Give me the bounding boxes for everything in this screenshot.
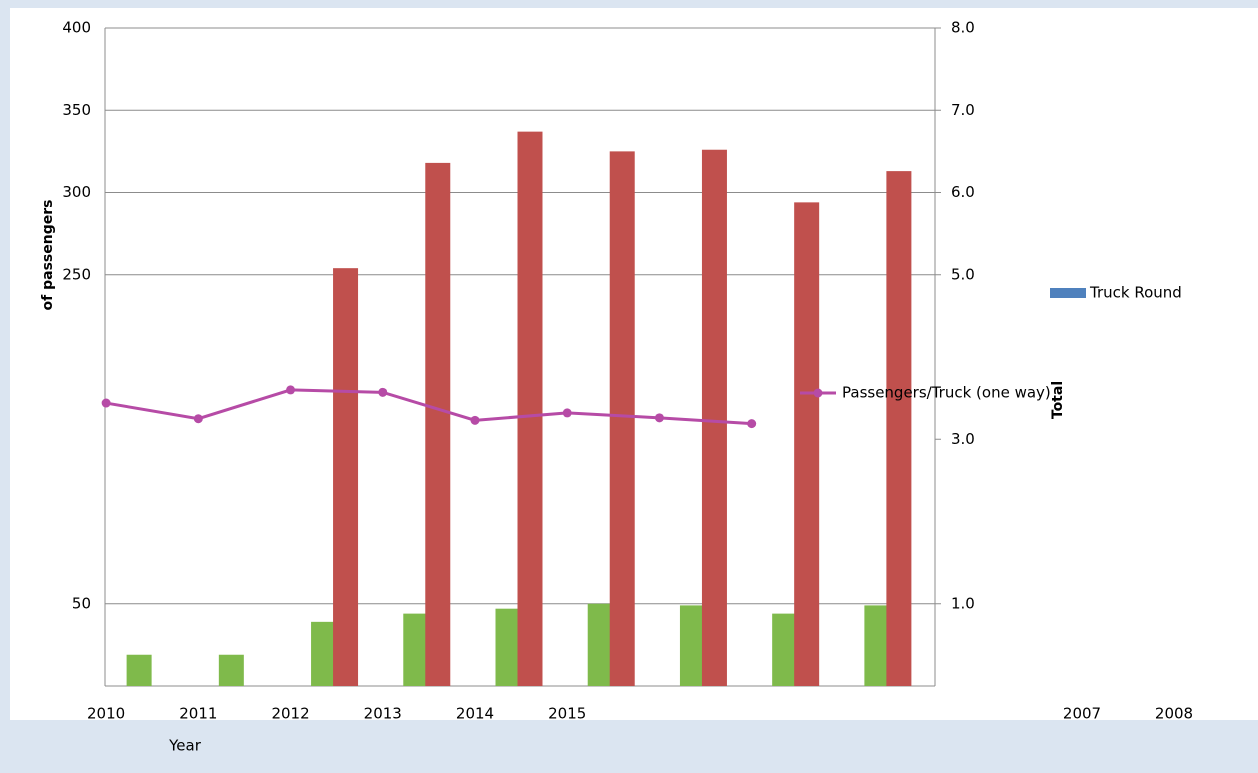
x-tick-label: 2010 bbox=[87, 705, 125, 723]
bar bbox=[311, 621, 337, 686]
y-tick-label: 400 bbox=[62, 19, 91, 37]
y2-tick-label: 7.0 bbox=[951, 101, 975, 119]
x-tick-label: 2011 bbox=[179, 705, 217, 723]
y2-tick-label: 3.0 bbox=[951, 430, 975, 448]
bar bbox=[517, 131, 543, 686]
y2-tick-label: 1.0 bbox=[951, 594, 975, 612]
bar bbox=[679, 605, 705, 686]
x-tick-label: 2015 bbox=[548, 705, 586, 723]
legend-swatch bbox=[813, 388, 823, 398]
x-tick-label: 2014 bbox=[456, 705, 494, 723]
y-tick-label: 50 bbox=[72, 594, 91, 612]
annotation: 2008 bbox=[1155, 705, 1193, 723]
bar bbox=[587, 603, 613, 686]
bar bbox=[886, 171, 912, 687]
y-tick-label: 350 bbox=[62, 101, 91, 119]
y2-tick-label: 5.0 bbox=[951, 265, 975, 283]
y-tick-label: 250 bbox=[62, 265, 91, 283]
y2-tick-label: 8.0 bbox=[951, 19, 975, 37]
bar bbox=[218, 654, 244, 686]
bar bbox=[425, 162, 451, 686]
x-tick-label: 2013 bbox=[364, 705, 402, 723]
bar bbox=[701, 149, 727, 687]
y-axis-title: of passengers bbox=[40, 200, 56, 311]
annotation: 2007 bbox=[1063, 705, 1101, 723]
y-tick-label: 300 bbox=[62, 183, 91, 201]
bar bbox=[333, 268, 359, 686]
x-tick-label: 2012 bbox=[271, 705, 309, 723]
legend-swatch bbox=[1050, 288, 1086, 298]
y2-tick-label: 6.0 bbox=[951, 183, 975, 201]
bar bbox=[495, 608, 521, 686]
y2-axis-title: Total bbox=[1050, 381, 1066, 419]
bar bbox=[403, 613, 429, 686]
line bbox=[105, 388, 752, 426]
bar bbox=[609, 151, 635, 686]
bar bbox=[126, 654, 152, 686]
bar bbox=[772, 613, 798, 686]
legend-label: Truck Round bbox=[1089, 284, 1182, 302]
x-axis-title: Year bbox=[168, 737, 202, 755]
bar bbox=[794, 202, 820, 686]
legend-label: Passengers/Truck (one way) bbox=[842, 384, 1051, 402]
bar bbox=[864, 605, 890, 686]
